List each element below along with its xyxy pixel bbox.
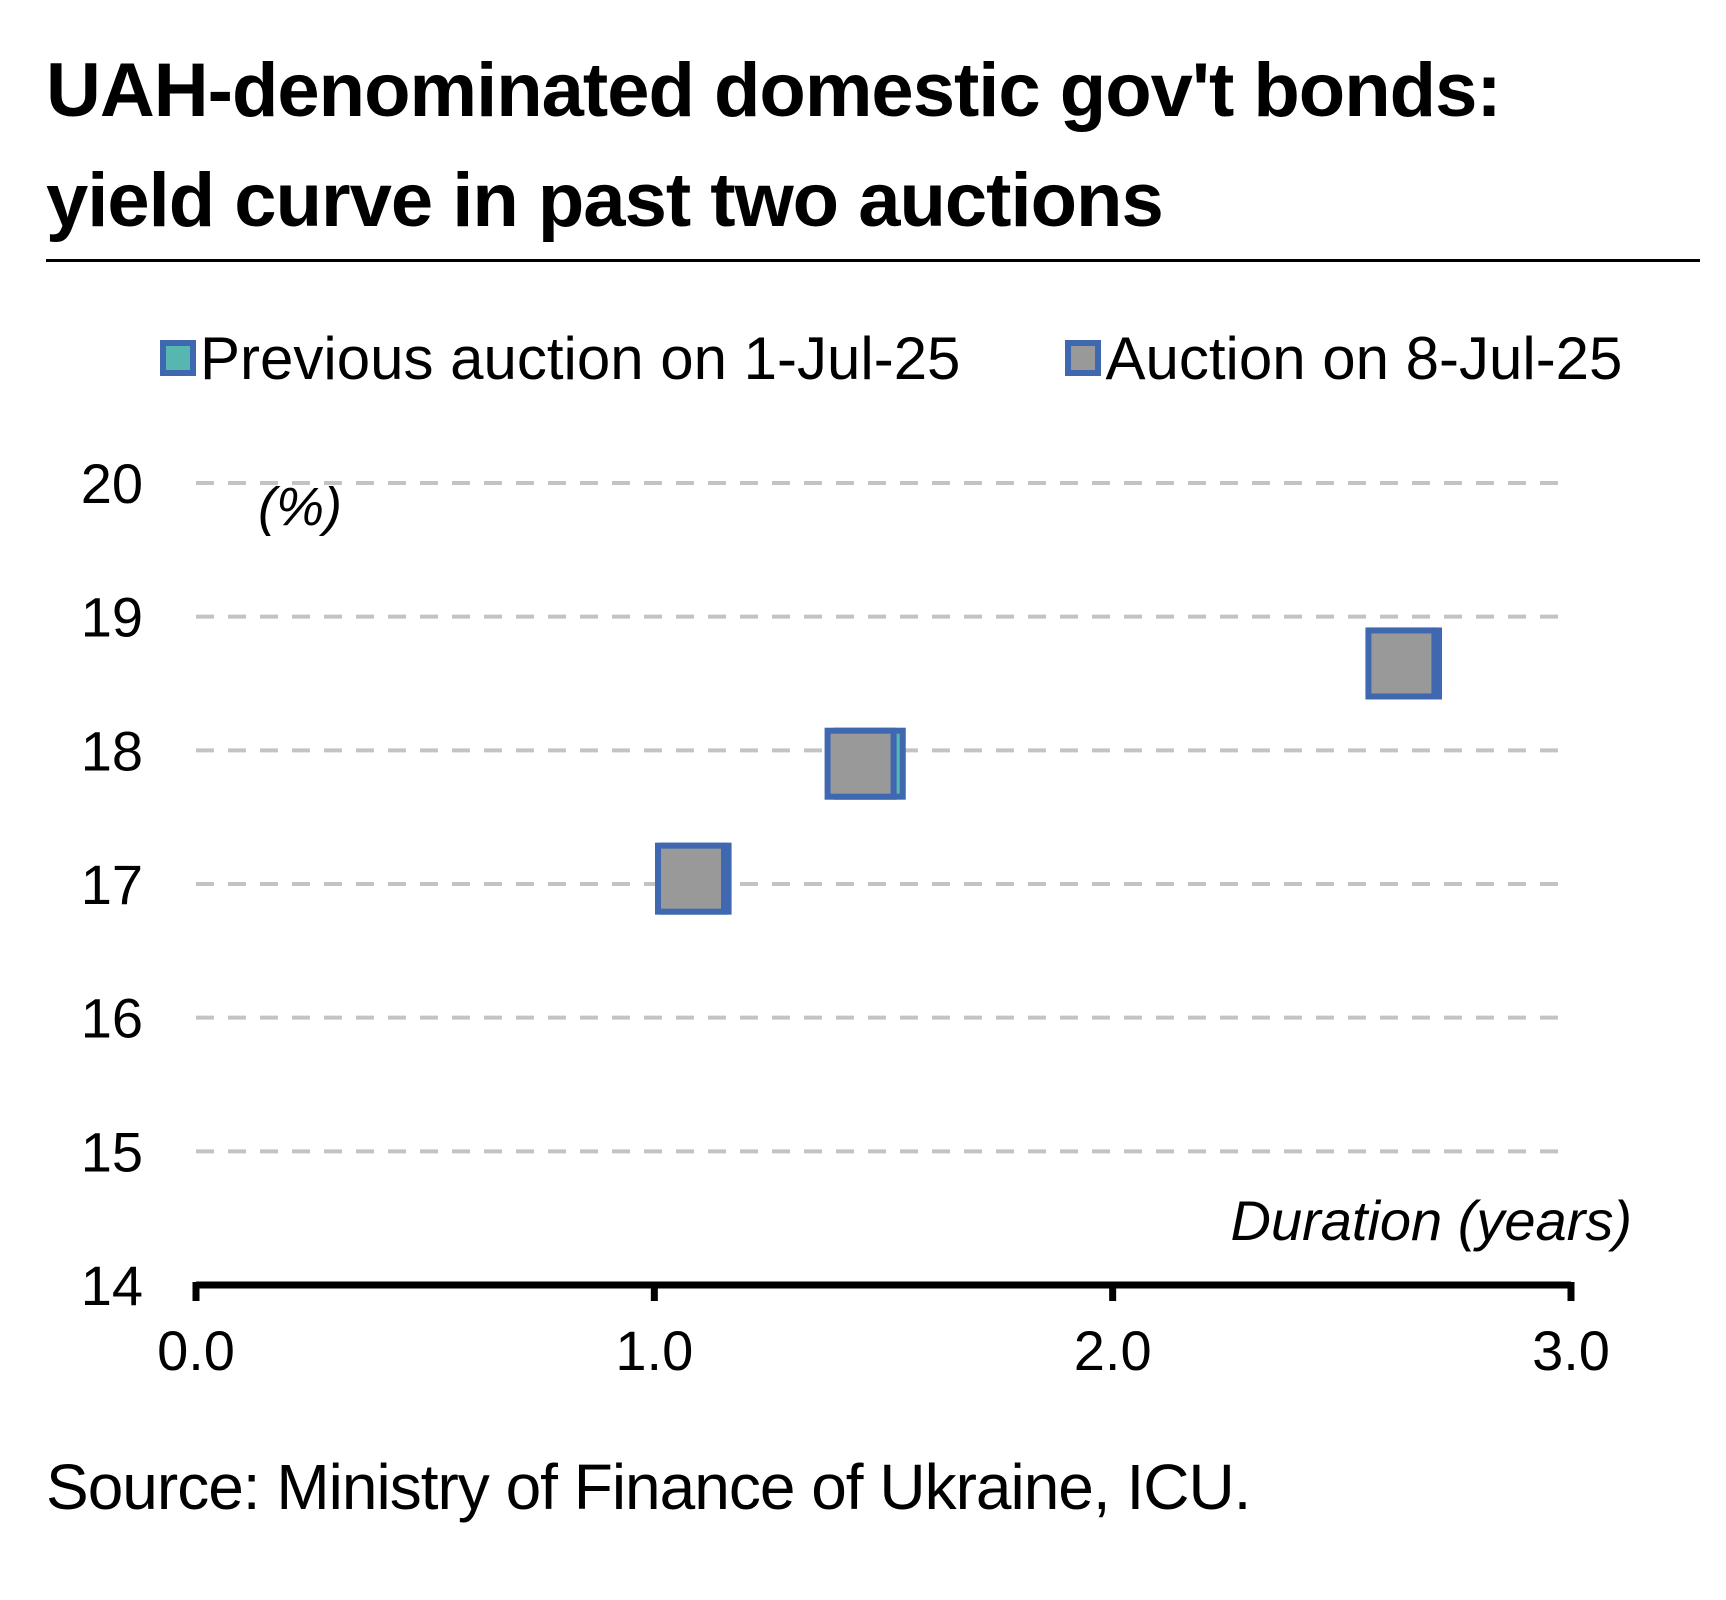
title-divider [46,259,1700,262]
y-tick-label: 16 [81,987,143,1050]
x-tick-label: 3.0 [1532,1319,1610,1382]
y-tick-label: 17 [81,853,143,916]
y-tick-label: 15 [81,1120,143,1183]
source-note: Source: Ministry of Finance of Ukraine, … [46,1451,1251,1523]
legend-item-previous-auction: Previous auction on 1-Jul-25 [160,324,960,393]
chart-legend: Previous auction on 1-Jul-25 Auction on … [160,318,1726,398]
y-tick-label: 20 [81,452,143,515]
y-tick-label: 18 [81,719,143,782]
chart-title-line-1: UAH-denominated domestic gov't bonds: [46,48,1502,133]
legend-label-current-auction: Auction on 8-Jul-25 [1105,324,1623,392]
chart-title: UAH-denominated domestic gov't bonds: yi… [46,36,1696,256]
x-tick-label: 2.0 [1074,1319,1152,1382]
y-tick-label: 19 [81,586,143,649]
x-tick-label: 1.0 [615,1319,693,1382]
marker-current-auction [824,727,897,800]
legend-label-previous-auction: Previous auction on 1-Jul-25 [200,324,961,392]
marker-current-auction [1365,627,1438,700]
marker-current-auction [655,842,727,915]
legend-swatch-current-auction [1065,340,1102,376]
legend-swatch-previous-auction [160,340,196,376]
legend-item-current-auction: Auction on 8-Jul-25 [1065,324,1622,393]
x-axis-label: Duration (years) [1231,1189,1632,1252]
chart-title-line-2: yield curve in past two auctions [46,158,1164,243]
y-tick-label: 14 [81,1254,143,1317]
y-axis-label: (%) [258,477,342,537]
x-tick-label: 0.0 [157,1319,235,1382]
